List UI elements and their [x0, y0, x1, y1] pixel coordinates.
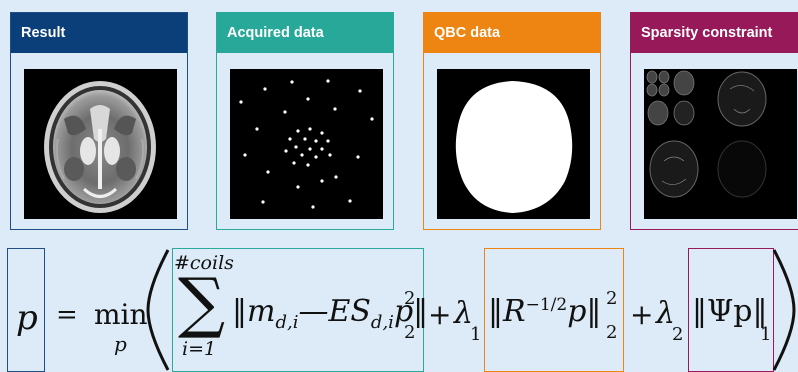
- m-subscript: d,i: [275, 312, 299, 333]
- term1-subscript: 2: [404, 322, 416, 343]
- lambda-1-subscript: 1: [470, 324, 482, 345]
- minus-es: —ES: [298, 294, 371, 329]
- sum-subscript: i=1: [182, 338, 217, 360]
- mri-brain-image: [24, 69, 177, 219]
- sparsity-constraint-panel-title: Sparsity constraint: [631, 13, 798, 53]
- plus-sign-1: +: [428, 298, 452, 331]
- lambda-2: λ: [656, 296, 676, 331]
- norm-open-m: ‖m: [232, 294, 276, 329]
- wavelet-decomposition-image: [644, 69, 797, 219]
- equals-sign: =: [56, 300, 78, 330]
- data-fidelity-term: ‖md,i—ESd,ip‖: [232, 294, 428, 333]
- qbc-mask-image: [437, 69, 590, 219]
- qbc-term: ‖R−1/2p‖: [488, 294, 601, 329]
- lambda-2-subscript: 2: [672, 324, 684, 345]
- term1-superscript: 2: [404, 288, 416, 309]
- acquired-data-panel-title: Acquired data: [217, 13, 393, 53]
- kspace-sampling-image: [230, 69, 383, 219]
- acquired-data-panel: Acquired data: [216, 12, 394, 230]
- lambda-1: λ: [454, 296, 474, 331]
- plus-sign-2: +: [630, 298, 654, 331]
- sum-symbol: ∑: [178, 264, 226, 341]
- r-exponent: −1/2: [525, 295, 568, 315]
- sum-superscript: #coils: [174, 252, 234, 274]
- min-subscript: p: [114, 332, 127, 356]
- s-subscript: d,i: [370, 312, 394, 333]
- sparsity-constraint-panel: Sparsity constraint: [630, 12, 798, 230]
- p-norm-close: p‖: [393, 294, 429, 329]
- result-panel-title: Result: [11, 13, 187, 53]
- left-paren: [146, 249, 170, 371]
- sparsity-term: ‖Ψp‖: [692, 294, 768, 329]
- min-operator: min: [94, 298, 148, 331]
- lhs-p: p: [16, 298, 38, 338]
- term3-subscript: 1: [760, 324, 772, 345]
- term2-superscript: 2: [606, 288, 618, 309]
- p-norm-close-2: p‖: [567, 294, 602, 329]
- qbc-data-panel-title: QBC data: [424, 13, 600, 53]
- result-panel: Result: [10, 12, 188, 230]
- qbc-data-panel: QBC data: [423, 12, 601, 230]
- norm-open-r: ‖R: [488, 294, 526, 329]
- right-paren: [772, 249, 796, 371]
- term2-subscript: 2: [606, 322, 618, 343]
